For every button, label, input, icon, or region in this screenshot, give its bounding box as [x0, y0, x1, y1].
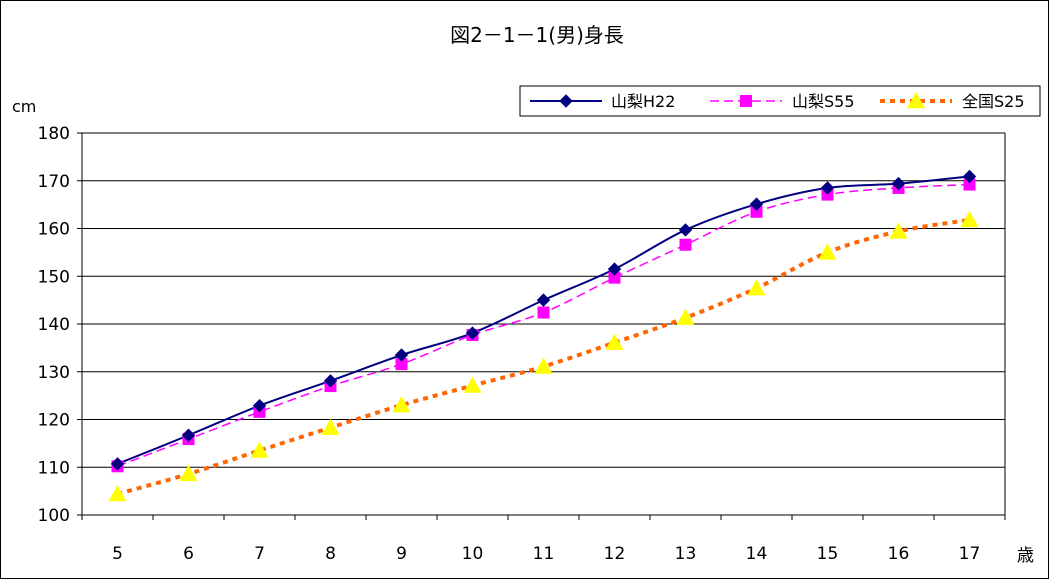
series-2-point-17 [960, 210, 979, 228]
x-tick-label-11: 11 [533, 544, 555, 564]
series-line-2 [116, 217, 970, 496]
series-0-point-7 [252, 398, 267, 413]
y-tick-label-110: 110 [38, 458, 70, 478]
series-0-point-17 [962, 169, 977, 184]
series-0-point-9 [394, 348, 409, 362]
series-2-point-9 [392, 396, 411, 413]
x-tick-label-5: 5 [112, 544, 123, 564]
legend-label-0: 山梨H22 [611, 92, 675, 111]
x-tick-label-10: 10 [462, 544, 484, 564]
x-axis-ticks: 5 6 7 8 9 10 11 12 13 14 15 16 17 [81, 515, 1006, 564]
series-2-point-10 [463, 376, 482, 393]
series-2-point-8 [321, 418, 340, 435]
y-tick-label-120: 120 [38, 411, 70, 431]
series-2-point-14 [747, 279, 766, 296]
x-tick-label-6: 6 [183, 544, 194, 564]
y-axis-ticks: 100 110 120 130 140 150 160 170 180 [38, 124, 82, 526]
y-tick-label-150: 150 [38, 267, 70, 287]
x-tick-label-15: 15 [817, 544, 839, 564]
legend-label-1: 山梨S55 [792, 92, 855, 111]
y-tick-label-100: 100 [38, 506, 70, 526]
legend-marker-2 [907, 92, 925, 109]
series-2-point-7 [250, 441, 269, 458]
legend-marker-1 [740, 95, 752, 107]
series-1-point-11 [537, 306, 550, 319]
series-2-point-15 [818, 243, 837, 260]
series-2-point-12 [605, 333, 624, 350]
legend-marker-0 [559, 94, 573, 108]
series-line-0 [117, 175, 970, 465]
legend: 山梨H22 山梨S55 全国S25 [530, 92, 1025, 111]
series-1-point-13 [679, 238, 692, 251]
y-tick-label-140: 140 [38, 315, 70, 335]
series-markers [108, 169, 979, 502]
series-0-point-16 [891, 176, 906, 191]
x-tick-label-14: 14 [746, 544, 768, 564]
series-0-point-10 [465, 326, 480, 340]
series-0-point-15 [820, 181, 835, 195]
y-axis-unit: cm [12, 97, 36, 116]
chart-title: 図2－1－1(男)身長 [450, 23, 624, 47]
series-0-point-12 [607, 262, 622, 276]
series-0-point-6 [181, 428, 196, 442]
series-0-point-11 [536, 293, 551, 307]
x-tick-label-9: 9 [396, 544, 407, 564]
legend-label-2: 全国S25 [962, 92, 1025, 111]
x-tick-label-16: 16 [888, 544, 910, 564]
series-2-point-13 [676, 308, 695, 325]
series-lines [116, 175, 970, 496]
y-tick-label-180: 180 [38, 124, 70, 144]
series-1-point-12 [608, 271, 621, 284]
series-1-point-14 [750, 205, 763, 218]
series-0-point-5 [110, 457, 125, 471]
x-tick-label-12: 12 [604, 544, 626, 564]
series-2-point-11 [534, 357, 553, 374]
series-line-1 [117, 183, 970, 467]
y-tick-label-130: 130 [38, 363, 70, 383]
series-1-point-9 [395, 358, 408, 371]
series-2-point-5 [108, 484, 127, 502]
x-tick-label-7: 7 [254, 544, 265, 564]
series-0-point-8 [323, 374, 338, 388]
y-tick-label-170: 170 [38, 172, 70, 192]
series-2-point-16 [889, 222, 908, 239]
y-tick-label-160: 160 [38, 220, 70, 240]
series-1-point-17 [963, 178, 976, 191]
plot-grid [82, 132, 1005, 516]
x-tick-label-13: 13 [675, 544, 697, 564]
series-2-point-6 [179, 464, 198, 482]
x-tick-label-8: 8 [325, 544, 336, 564]
series-0-point-14 [749, 197, 764, 211]
series-0-point-13 [678, 223, 693, 237]
x-tick-label-17: 17 [959, 544, 981, 564]
x-axis-unit: 歳 [1017, 546, 1034, 566]
